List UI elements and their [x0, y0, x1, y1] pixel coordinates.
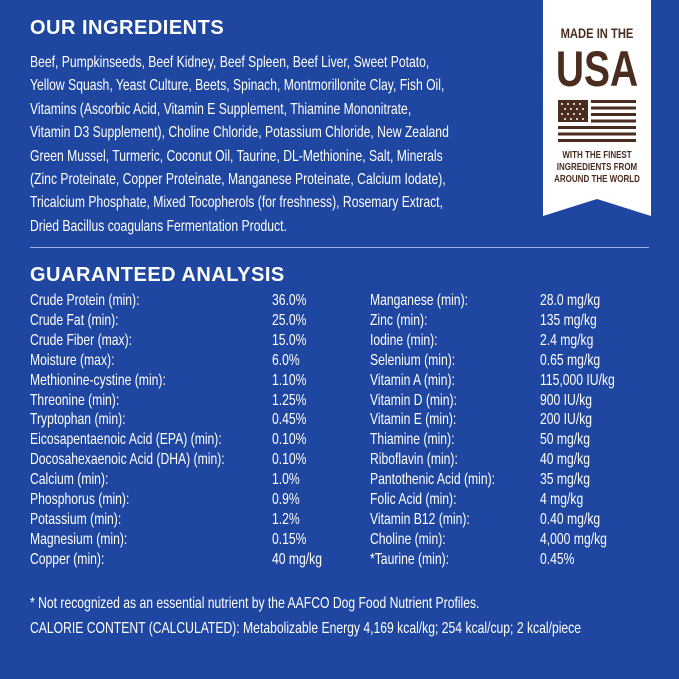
nutrient-value: 36.0% — [272, 292, 307, 309]
nutrient-value: 1.0% — [272, 471, 300, 489]
nutrient-value: 0.9% — [272, 491, 300, 508]
nutrient-label: Vitamin E (min): — [370, 411, 457, 429]
nutrient-value: 2.4 mg/kg — [540, 331, 594, 349]
footnote: * Not recognized as an essential nutrien… — [30, 595, 480, 612]
tagline-line: AROUND THE WORLD — [554, 174, 640, 185]
nutrient-value: 135 mg/kg — [540, 311, 597, 329]
nutrient-label: Thiamine (min): — [370, 431, 455, 449]
nutrient-value: 115,000 IU/kg — [540, 371, 615, 389]
nutrient-label: Zinc (min): — [370, 311, 428, 329]
nutrient-label: Crude Fiber (max): — [30, 331, 133, 349]
ingredient-line: (Zinc Proteinate, Copper Proteinate, Man… — [30, 171, 446, 188]
ingredient-line: Vitamin D3 Supplement), Choline Chloride… — [30, 124, 449, 142]
nutrient-label: Crude Protein (min): — [30, 292, 140, 309]
nutrient-label: Magnesium (min): — [30, 530, 128, 548]
nutrient-value: 6.0% — [272, 351, 300, 369]
nutrient-label: Phosphorus (min): — [30, 491, 130, 508]
nutrient-label: Moisture (max): — [30, 351, 115, 369]
nutrient-value: 1.2% — [272, 510, 300, 528]
calorie-content: CALORIE CONTENT (CALCULATED): Metaboliza… — [30, 620, 582, 637]
nutrient-value: 0.10% — [272, 451, 307, 469]
ingredient-line: Tricalcium Phosphate, Mixed Tocopherols … — [30, 194, 443, 212]
nutrient-value: 900 IU/kg — [540, 391, 593, 409]
section-divider — [30, 247, 649, 248]
nutrient-value: 40 mg/kg — [272, 550, 323, 568]
nutrient-value: 0.45% — [272, 411, 307, 429]
made-in-the-text: MADE IN THE — [560, 25, 634, 41]
nutrient-label: Methionine-cystine (min): — [30, 371, 166, 389]
usa-text: USA — [555, 41, 639, 97]
nutrient-value: 1.10% — [272, 371, 307, 389]
nutrient-value: 0.65 mg/kg — [540, 351, 601, 369]
nutrient-value: 28.0 mg/kg — [540, 292, 601, 309]
nutrient-value: 50 mg/kg — [540, 431, 591, 449]
nutrient-value: 1.25% — [272, 391, 307, 409]
nutrient-label: Calcium (min): — [30, 471, 109, 489]
nutrient-label: Copper (min): — [30, 550, 105, 568]
nutrient-label: Docosahexaenoic Acid (DHA) (min): — [30, 451, 225, 469]
tagline-line: INGREDIENTS FROM — [556, 162, 638, 173]
nutrient-label: Iodine (min): — [370, 331, 438, 349]
ingredients-title: OUR INGREDIENTS — [30, 17, 225, 39]
ingredient-line: Vitamins (Ascorbic Acid, Vitamin E Suppl… — [30, 100, 412, 118]
nutrient-label: *Taurine (min): — [370, 550, 450, 568]
nutrient-label: Folic Acid (min): — [370, 491, 457, 508]
nutrient-value: 0.15% — [272, 530, 307, 548]
nutrient-label: Crude Fat (min): — [30, 311, 119, 329]
made-in-usa-badge: MADE IN THE USA WITH THE FINEST INGREDIE… — [543, 0, 651, 216]
nutrient-label: Vitamin A (min): — [370, 371, 455, 389]
nutrient-label: Choline (min): — [370, 530, 446, 548]
ingredient-line: Green Mussel, Turmeric, Coconut Oil, Tau… — [30, 147, 443, 165]
nutrient-label: Eicosapentaenoic Acid (EPA) (min): — [30, 431, 222, 449]
analysis-title: GUARANTEED ANALYSIS — [30, 264, 285, 286]
nutrient-value: 0.40 mg/kg — [540, 510, 601, 528]
nutrient-label: Pantothenic Acid (min): — [370, 471, 496, 489]
nutrient-label: Vitamin B12 (min): — [370, 510, 470, 528]
nutrient-value: 4 mg/kg — [540, 491, 584, 508]
nutrient-label: Riboflavin (min): — [370, 451, 458, 469]
nutrient-value: 0.45% — [540, 550, 575, 568]
nutrient-label: Manganese (min): — [370, 292, 469, 309]
ingredient-line: Yellow Squash, Yeast Culture, Beets, Spi… — [30, 77, 445, 95]
nutrient-value: 25.0% — [272, 311, 307, 329]
nutrient-label: Vitamin D (min): — [370, 391, 457, 409]
nutrient-value: 200 IU/kg — [540, 411, 593, 429]
nutrient-value: 4,000 mg/kg — [540, 530, 607, 548]
badge-tagline: WITH THE FINEST INGREDIENTS FROM AROUND … — [554, 150, 640, 186]
nutrient-label: Potassium (min): — [30, 510, 122, 528]
ingredient-line: Beef, Pumpkinseeds, Beef Kidney, Beef Sp… — [30, 54, 430, 71]
nutrient-label: Threonine (min): — [30, 391, 120, 409]
american-flag-icon — [558, 100, 636, 142]
nutrient-value: 40 mg/kg — [540, 451, 591, 469]
nutrient-label: Selenium (min): — [370, 351, 456, 369]
nutrient-value: 15.0% — [272, 331, 307, 349]
nutrient-label: Tryptophan (min): — [30, 411, 126, 429]
nutrient-value: 0.10% — [272, 431, 307, 449]
ingredient-line: Dried Bacillus coagulans Fermentation Pr… — [30, 217, 287, 235]
tagline-line: WITH THE FINEST — [562, 150, 632, 161]
nutrient-value: 35 mg/kg — [540, 471, 591, 489]
